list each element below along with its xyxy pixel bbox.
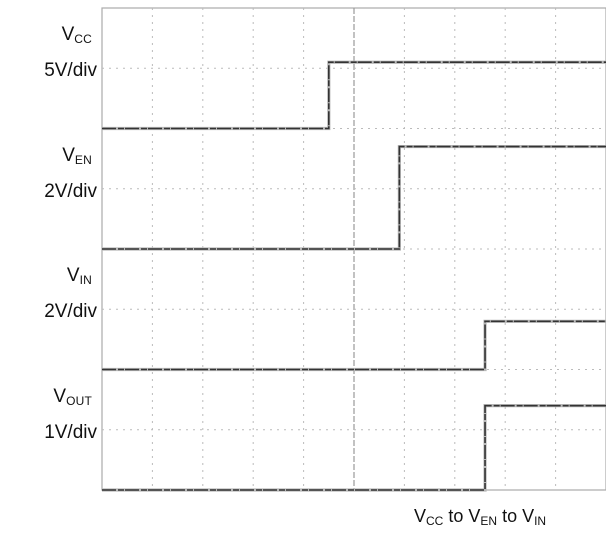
- caption-vin: VIN: [522, 506, 547, 528]
- label-en-name: VEN: [62, 144, 92, 167]
- label-out-name: VOUT: [53, 385, 92, 408]
- caption-vcc: VCC: [414, 506, 444, 528]
- trace-cc: [102, 61, 606, 130]
- trace-out: [102, 404, 606, 491]
- label-in-name: VIN: [66, 265, 92, 288]
- trace-in: [102, 320, 606, 371]
- caption-to-2: to: [497, 506, 523, 526]
- label-out-scale: 1V/div: [44, 421, 97, 443]
- trace-en: [102, 145, 606, 250]
- label-in-scale: 2V/div: [44, 301, 97, 323]
- label-cc-scale: 5V/div: [44, 60, 97, 82]
- label-cc-name: VCC: [61, 24, 92, 47]
- chart-caption: VCC to VEN to VIN: [414, 506, 546, 528]
- label-en-scale: 2V/div: [44, 180, 97, 202]
- caption-ven: VEN: [468, 506, 498, 528]
- scope-traces: [102, 60, 606, 492]
- caption-to-1: to: [443, 506, 469, 526]
